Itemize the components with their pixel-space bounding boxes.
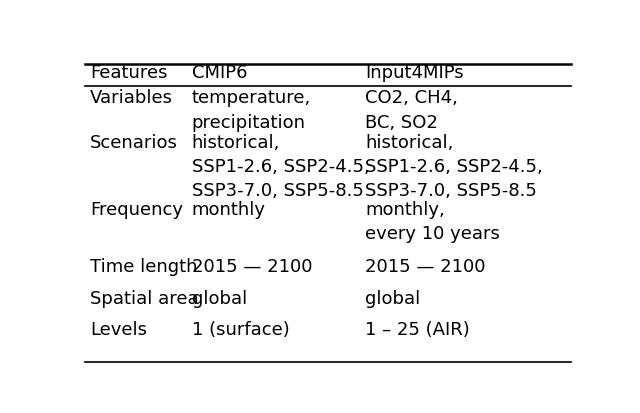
Text: 1 (surface): 1 (surface) bbox=[191, 320, 289, 339]
Text: temperature,
precipitation: temperature, precipitation bbox=[191, 89, 311, 132]
Text: Frequency: Frequency bbox=[90, 201, 183, 218]
Text: CO2, CH4,
BC, SO2: CO2, CH4, BC, SO2 bbox=[365, 89, 458, 132]
Text: monthly: monthly bbox=[191, 201, 266, 218]
Text: global: global bbox=[191, 290, 247, 308]
Text: historical,
SSP1-2.6, SSP2-4.5,
SSP3-7.0, SSP5-8.5: historical, SSP1-2.6, SSP2-4.5, SSP3-7.0… bbox=[191, 134, 369, 200]
Text: 2015 — 2100: 2015 — 2100 bbox=[365, 258, 486, 276]
Text: Input4MIPs: Input4MIPs bbox=[365, 64, 464, 82]
Text: CMIP6: CMIP6 bbox=[191, 64, 247, 82]
Text: 1 – 25 (AIR): 1 – 25 (AIR) bbox=[365, 320, 470, 339]
Text: monthly,
every 10 years: monthly, every 10 years bbox=[365, 201, 500, 243]
Text: Scenarios: Scenarios bbox=[90, 134, 178, 152]
Text: global: global bbox=[365, 290, 420, 308]
Text: 2015 — 2100: 2015 — 2100 bbox=[191, 258, 312, 276]
Text: Levels: Levels bbox=[90, 320, 147, 339]
Text: historical,
SSP1-2.6, SSP2-4.5,
SSP3-7.0, SSP5-8.5: historical, SSP1-2.6, SSP2-4.5, SSP3-7.0… bbox=[365, 134, 543, 200]
Text: Spatial area: Spatial area bbox=[90, 290, 198, 308]
Text: Features: Features bbox=[90, 64, 168, 82]
Text: Time length: Time length bbox=[90, 258, 197, 276]
Text: Variables: Variables bbox=[90, 89, 173, 107]
